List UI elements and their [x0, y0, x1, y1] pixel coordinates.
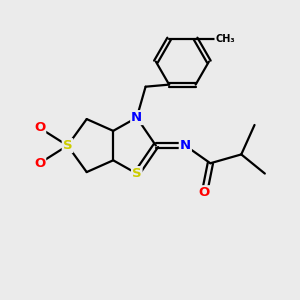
- Text: CH₃: CH₃: [215, 34, 235, 44]
- Text: S: S: [132, 167, 142, 180]
- Text: O: O: [34, 122, 45, 134]
- Text: S: S: [63, 139, 72, 152]
- Text: N: N: [180, 139, 191, 152]
- Text: O: O: [34, 157, 45, 170]
- Text: O: O: [199, 186, 210, 199]
- Text: N: N: [131, 111, 142, 124]
